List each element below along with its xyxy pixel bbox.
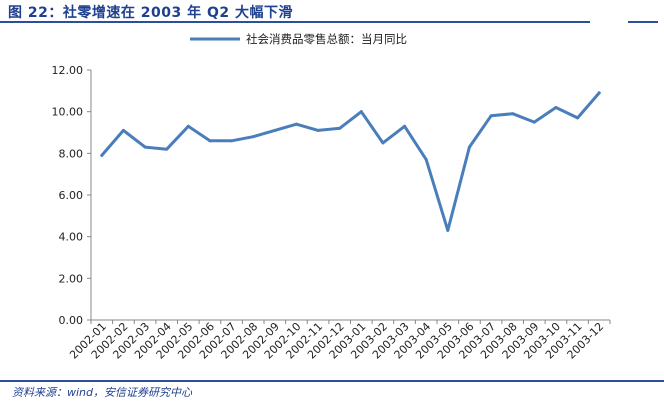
title-rule (0, 21, 590, 23)
title-rule-tick (628, 21, 658, 23)
source-rule (0, 380, 664, 382)
data-point (208, 139, 212, 143)
data-point (554, 106, 558, 109)
data-point (359, 110, 363, 114)
legend-label: 社会消费品零售总额：当月同比 (246, 32, 407, 46)
y-tick-label: 8.00 (59, 147, 84, 160)
data-point (403, 124, 407, 128)
figure-title: 图 22：社零增速在 2003 年 Q2 大幅下滑 (8, 5, 293, 21)
data-point (121, 128, 125, 132)
y-tick-label: 2.00 (59, 272, 84, 285)
chart-axes (90, 70, 610, 321)
data-point (230, 139, 234, 143)
source-note: 资料来源：wind，安信证券研究中心 (12, 386, 193, 399)
data-point (294, 122, 298, 126)
data-point (143, 145, 147, 149)
data-point (338, 126, 342, 130)
y-tick-label: 0.00 (59, 314, 84, 327)
data-point (100, 153, 104, 157)
y-tick-label: 4.00 (59, 231, 84, 244)
data-point (532, 120, 536, 124)
x-axis-ticks: 2002-012002-022002-032002-042002-052002-… (67, 320, 611, 362)
chart-series (100, 91, 601, 232)
data-point (511, 112, 515, 116)
data-point (273, 128, 277, 132)
y-tick-label: 6.00 (59, 189, 84, 202)
y-tick-label: 12.00 (52, 64, 84, 77)
data-point (446, 228, 450, 232)
line-chart: 社会消费品零售总额：当月同比 0.00 2.00 4.00 6.00 8.00 10.00… (52, 32, 611, 362)
data-point (576, 116, 580, 120)
data-point (381, 141, 385, 145)
series-line (100, 91, 601, 232)
data-point (424, 158, 428, 162)
chart-legend: 社会消费品零售总额：当月同比 (190, 32, 407, 46)
data-point (251, 135, 255, 139)
data-point (186, 124, 190, 128)
data-point (316, 128, 320, 132)
y-tick-label: 10.00 (52, 106, 84, 119)
y-axis-ticks: 0.00 2.00 4.00 6.00 8.00 10.00 12.00 (52, 64, 91, 327)
data-point (597, 91, 601, 95)
data-point (467, 145, 471, 149)
data-point (165, 147, 169, 151)
data-point (489, 114, 493, 118)
